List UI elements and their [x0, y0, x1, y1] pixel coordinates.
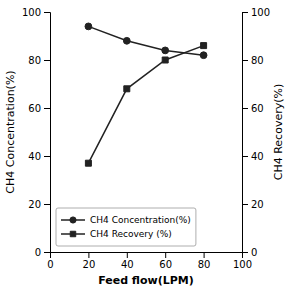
tick-label: 80: [198, 259, 211, 270]
tick-label: 80: [251, 55, 264, 66]
marker: [124, 86, 130, 92]
axis-line: [51, 253, 243, 259]
legend-frame: [56, 208, 196, 246]
marker: [200, 52, 207, 59]
tick-label: 20: [251, 199, 264, 210]
tick: 60: [159, 252, 172, 270]
tick-mark: [44, 156, 50, 157]
tick: 40: [242, 151, 264, 162]
y-axis: 0 20 40 60 80 100: [22, 7, 51, 258]
marker: [201, 43, 207, 49]
background: [0, 0, 292, 292]
tick: 100: [22, 7, 50, 18]
marker: [162, 47, 169, 54]
legend-label: CH4 Concentration(%): [90, 215, 191, 225]
tick-label: 40: [251, 151, 264, 162]
tick: 40: [28, 151, 50, 162]
tick-label: 20: [28, 199, 41, 210]
plot-area: [85, 23, 207, 166]
y2-axis: 0 20 40 60 80 100: [242, 7, 270, 258]
tick-mark: [44, 60, 50, 61]
tick: 60: [242, 103, 264, 114]
legend-entry: CH4 Recovery (%): [61, 229, 172, 239]
tick-label: 40: [121, 259, 134, 270]
tick: 20: [242, 199, 264, 210]
tick: 0: [35, 247, 50, 258]
legend-marker: [70, 231, 75, 236]
tick: 80: [28, 55, 50, 66]
tick: 80: [198, 252, 211, 270]
tick-mark: [127, 252, 128, 258]
tick-mark: [242, 252, 248, 253]
axis-line: [44, 13, 51, 253]
x-axis-title: Feed flow(LPM): [98, 274, 194, 287]
series-line: [88, 46, 203, 164]
marker: [162, 57, 168, 63]
marker: [85, 160, 91, 166]
tick-mark: [88, 252, 89, 258]
tick-label: 0: [35, 247, 41, 258]
tick-label: 100: [233, 259, 252, 270]
tick: 80: [242, 55, 264, 66]
legend-entry: CH4 Concentration(%): [61, 215, 191, 225]
y2-axis-title: CH4 Recovery(%): [272, 84, 285, 181]
tick-label: 100: [251, 7, 270, 18]
tick-mark: [242, 204, 248, 205]
tick-mark: [242, 156, 248, 157]
tick-mark: [44, 204, 50, 205]
tick-mark: [165, 252, 166, 258]
tick: 20: [28, 199, 50, 210]
legend-marker: [70, 217, 76, 223]
tick-label: 60: [28, 103, 41, 114]
tick-mark: [242, 60, 248, 61]
tick-mark: [242, 12, 248, 13]
tick-label: 0: [47, 259, 53, 270]
x-axis: 0 20 40 60 80 100: [47, 252, 252, 270]
tick-label: 100: [22, 7, 41, 18]
tick: 40: [121, 252, 134, 270]
legend-label: CH4 Recovery (%): [90, 229, 172, 239]
tick-mark: [44, 252, 50, 253]
tick: 0: [47, 252, 53, 270]
tick-label: 60: [159, 259, 172, 270]
tick-mark: [44, 12, 50, 13]
tick-label: 0: [251, 247, 257, 258]
tick-mark: [44, 108, 50, 109]
chart: 020406080100020406080100020406080100Feed…: [0, 0, 292, 292]
tick-label: 40: [28, 151, 41, 162]
tick: 0: [242, 247, 257, 258]
tick-mark: [204, 252, 205, 258]
tick: 60: [28, 103, 50, 114]
legend: CH4 Concentration(%) CH4 Recovery (%): [56, 208, 196, 246]
tick: 100: [242, 7, 270, 18]
series-line: [88, 26, 203, 55]
tick-label: 60: [251, 103, 264, 114]
y-axis-title: CH4 Concentration(%): [4, 70, 17, 193]
tick: 20: [83, 252, 96, 270]
tick-label: 80: [28, 55, 41, 66]
marker: [85, 23, 92, 30]
axis-line: [243, 13, 249, 253]
tick: 100: [233, 252, 252, 270]
tick-label: 20: [83, 259, 96, 270]
tick-mark: [242, 108, 248, 109]
marker: [123, 37, 130, 44]
